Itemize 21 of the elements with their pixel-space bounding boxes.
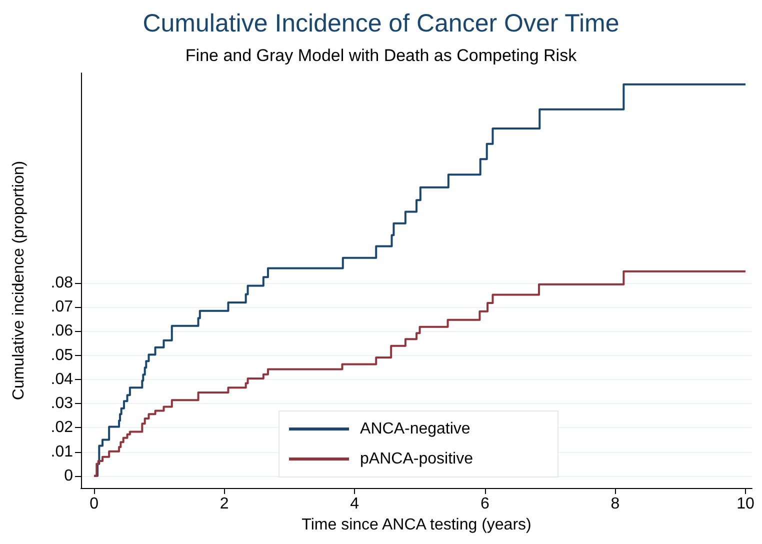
y-tick-label: .03 xyxy=(50,395,74,412)
y-tick-label: 0 xyxy=(64,467,74,484)
y-tick-label: .01 xyxy=(50,443,74,460)
x-tick-label: 8 xyxy=(610,496,620,512)
x-tick-label: 4 xyxy=(350,496,360,512)
x-tick-label: 6 xyxy=(480,496,490,512)
x-tick-label: 10 xyxy=(736,496,754,512)
legend-label: ANCA-negative xyxy=(360,420,470,438)
x-tick-label: 2 xyxy=(220,496,229,512)
chart-title: Cumulative Incidence of Cancer Over Time xyxy=(142,10,620,38)
legend-label: pANCA-positive xyxy=(360,450,474,468)
y-tick-label: .07 xyxy=(50,298,74,316)
y-tick-label: .08 xyxy=(50,274,74,292)
chart-subtitle: Fine and Gray Model with Death as Competing Risk xyxy=(185,46,578,65)
y-tick-label: .05 xyxy=(50,346,74,364)
y-axis-title: Cumulative incidence (proportion) xyxy=(10,160,28,400)
y-tick-label: .02 xyxy=(50,419,74,436)
x-axis-title: Time since ANCA testing (years) xyxy=(302,516,532,534)
x-tick-label: 0 xyxy=(90,496,99,512)
y-tick-label: .04 xyxy=(50,370,74,388)
y-tick-label: .06 xyxy=(50,322,74,340)
